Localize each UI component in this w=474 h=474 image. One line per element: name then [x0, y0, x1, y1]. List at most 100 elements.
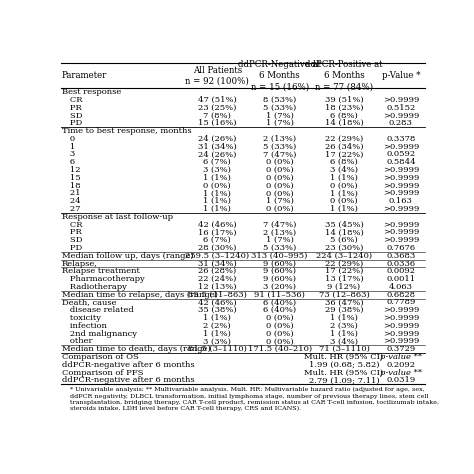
Text: PR: PR: [62, 228, 82, 237]
Text: 2 (2%): 2 (2%): [203, 322, 231, 330]
Text: 0.5152: 0.5152: [386, 104, 416, 112]
Text: 1 (7%): 1 (7%): [266, 111, 293, 119]
Text: 18: 18: [62, 182, 81, 190]
Text: 26 (34%): 26 (34%): [325, 143, 363, 151]
Text: infection: infection: [62, 322, 107, 330]
Text: 71 (3–1110): 71 (3–1110): [319, 345, 369, 353]
Text: 28 (30%): 28 (30%): [198, 244, 237, 252]
Text: 14 (18%): 14 (18%): [325, 119, 364, 128]
Text: 21: 21: [62, 190, 80, 198]
Text: 1: 1: [62, 143, 75, 151]
Text: 42 (46%): 42 (46%): [198, 220, 237, 228]
Text: 0 (0%): 0 (0%): [266, 158, 293, 166]
Text: 171.5 (40–210): 171.5 (40–210): [247, 345, 312, 353]
Text: 31 (34%): 31 (34%): [198, 143, 237, 151]
Text: 0 (0%): 0 (0%): [266, 190, 293, 198]
Text: 24 (26%): 24 (26%): [198, 135, 237, 143]
Text: 12: 12: [62, 166, 80, 174]
Text: 5 (33%): 5 (33%): [263, 104, 296, 112]
Text: 2 (13%): 2 (13%): [263, 228, 296, 237]
Text: 1 (1%): 1 (1%): [203, 205, 231, 213]
Text: Parameter: Parameter: [62, 72, 107, 81]
Text: 1 (1%): 1 (1%): [203, 174, 231, 182]
Text: 5 (33%): 5 (33%): [263, 143, 296, 151]
Text: 1 (7%): 1 (7%): [266, 197, 293, 205]
Text: 0 (0%): 0 (0%): [266, 337, 293, 346]
Text: 1 (1%): 1 (1%): [330, 205, 358, 213]
Text: 9 (60%): 9 (60%): [263, 275, 296, 283]
Text: PD: PD: [62, 244, 82, 252]
Text: 1 (1%): 1 (1%): [203, 190, 231, 198]
Text: 6 (40%): 6 (40%): [263, 299, 296, 307]
Text: 1 (1%): 1 (1%): [330, 174, 358, 182]
Text: Death, cause: Death, cause: [62, 299, 116, 307]
Text: Relapse,: Relapse,: [62, 260, 98, 267]
Text: 0 (0%): 0 (0%): [266, 329, 293, 337]
Text: 8 (53%): 8 (53%): [263, 96, 296, 104]
Text: >0.9999: >0.9999: [383, 322, 419, 330]
Text: Relapse treatment: Relapse treatment: [62, 267, 140, 275]
Text: Mult. HR (95% CI): Mult. HR (95% CI): [304, 369, 383, 376]
Text: 0 (0%): 0 (0%): [266, 322, 293, 330]
Text: 6 (8%): 6 (8%): [330, 158, 358, 166]
Text: 35 (45%): 35 (45%): [325, 220, 364, 228]
Text: 0.283: 0.283: [389, 119, 413, 128]
Text: 39 (51%): 39 (51%): [325, 96, 363, 104]
Text: Response at last follow-up: Response at last follow-up: [62, 213, 173, 221]
Text: 0.2092: 0.2092: [386, 361, 415, 369]
Text: >0.9999: >0.9999: [383, 314, 419, 322]
Text: 0.0592: 0.0592: [386, 150, 415, 158]
Text: 9 (12%): 9 (12%): [328, 283, 361, 291]
Text: 1 (1%): 1 (1%): [330, 314, 358, 322]
Text: 0 (0%): 0 (0%): [266, 174, 293, 182]
Text: 3 (4%): 3 (4%): [330, 337, 358, 346]
Text: 3 (3%): 3 (3%): [203, 166, 231, 174]
Text: 2nd malignancy: 2nd malignancy: [62, 329, 137, 337]
Text: 26 (28%): 26 (28%): [198, 267, 237, 275]
Text: >0.9999: >0.9999: [383, 166, 419, 174]
Text: CR: CR: [62, 96, 82, 104]
Text: SD: SD: [62, 236, 82, 244]
Text: 17 (22%): 17 (22%): [325, 267, 363, 275]
Text: 22 (29%): 22 (29%): [325, 135, 363, 143]
Text: ddPCR-negative after 6 months: ddPCR-negative after 6 months: [62, 361, 194, 369]
Text: Median follow up, days (range): Median follow up, days (range): [62, 252, 193, 260]
Text: 0 (0%): 0 (0%): [266, 166, 293, 174]
Text: 5 (33%): 5 (33%): [263, 244, 296, 252]
Text: 0: 0: [62, 135, 75, 143]
Text: >0.9999: >0.9999: [383, 205, 419, 213]
Text: other: other: [62, 337, 92, 346]
Text: 7 (8%): 7 (8%): [203, 111, 231, 119]
Text: PR: PR: [62, 104, 82, 112]
Text: ddPCR-Negative at
6 Months
n = 15 (16%): ddPCR-Negative at 6 Months n = 15 (16%): [238, 60, 321, 91]
Text: 7 (47%): 7 (47%): [263, 220, 296, 228]
Text: Comparison of OS: Comparison of OS: [62, 353, 139, 361]
Text: 36 (47%): 36 (47%): [325, 299, 363, 307]
Text: 0.3729: 0.3729: [386, 345, 416, 353]
Text: 6 (8%): 6 (8%): [330, 111, 358, 119]
Text: 2 (3%): 2 (3%): [330, 322, 358, 330]
Text: Mult. HR (95% CI): Mult. HR (95% CI): [304, 353, 383, 361]
Text: Best response: Best response: [62, 88, 121, 96]
Text: 0 (0%): 0 (0%): [266, 182, 293, 190]
Text: 1 (1%): 1 (1%): [330, 190, 358, 198]
Text: Time to best response, months: Time to best response, months: [62, 127, 191, 135]
Text: 5 (6%): 5 (6%): [330, 236, 358, 244]
Text: 9 (60%): 9 (60%): [263, 260, 296, 267]
Text: 73 (12–863): 73 (12–863): [319, 291, 369, 299]
Text: disease related: disease related: [62, 306, 134, 314]
Text: 0.0336: 0.0336: [386, 260, 415, 267]
Text: 15: 15: [62, 174, 81, 182]
Text: 0.3378: 0.3378: [386, 135, 416, 143]
Text: 0 (0%): 0 (0%): [330, 182, 358, 190]
Text: >0.9999: >0.9999: [383, 329, 419, 337]
Text: * Univariable analysis; ** Multivariable analysis. Mult. HR: Multivariable hazar: * Univariable analysis; ** Multivariable…: [70, 387, 439, 411]
Text: 259.5 (3–1240): 259.5 (3–1240): [185, 252, 249, 260]
Text: 0.5844: 0.5844: [386, 158, 416, 166]
Text: 9 (60%): 9 (60%): [263, 267, 296, 275]
Text: 0.3683: 0.3683: [386, 252, 416, 260]
Text: 2 (13%): 2 (13%): [263, 135, 296, 143]
Text: 0.7789: 0.7789: [386, 299, 416, 307]
Text: 23 (30%): 23 (30%): [325, 244, 363, 252]
Text: ddPCR-negative after 6 months: ddPCR-negative after 6 months: [62, 376, 194, 384]
